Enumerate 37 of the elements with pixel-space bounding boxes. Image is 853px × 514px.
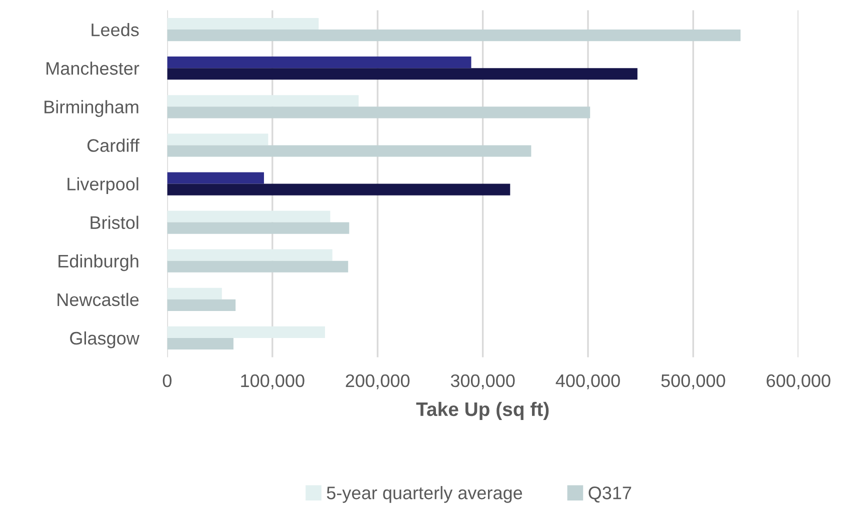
- bar: [167, 184, 510, 196]
- y-tick-label: Bristol: [90, 216, 138, 230]
- bar: [167, 106, 590, 118]
- x-tick-label: 200,000: [346, 374, 410, 390]
- bar: [167, 210, 330, 222]
- bar: [167, 68, 638, 80]
- y-tick-label: Edinburgh: [58, 254, 138, 272]
- y-tick-label: Manchester: [46, 62, 140, 75]
- legend-label: 5-year quarterly average: [326, 486, 522, 503]
- bar: [167, 260, 348, 272]
- x-tick-label: 0: [162, 374, 172, 388]
- y-tick-label: Cardiff: [87, 138, 140, 152]
- bar: [167, 30, 741, 42]
- x-tick-label: 300,000: [450, 374, 515, 390]
- bar: [167, 56, 472, 68]
- x-tick-label: 100,000: [241, 374, 304, 390]
- bar: [167, 288, 222, 300]
- bar: [167, 145, 532, 157]
- y-tick-label: Leeds: [92, 23, 139, 36]
- x-tick-label: 600,000: [766, 374, 830, 390]
- y-tick-label: Glasgow: [70, 331, 140, 348]
- bar: [167, 95, 359, 107]
- bar: [167, 299, 236, 311]
- x-tick-label: 400,000: [556, 374, 620, 390]
- bar: [167, 134, 268, 146]
- bar: [167, 172, 264, 184]
- y-tick-label: Liverpool: [68, 177, 138, 194]
- x-axis-title: Take Up (sq ft): [416, 402, 549, 420]
- bar: [167, 18, 319, 30]
- bar: [167, 249, 332, 261]
- y-tick-label: Birmingham: [44, 100, 138, 117]
- x-tick-label: 500,000: [661, 374, 726, 390]
- bar: [167, 338, 234, 350]
- bar: [167, 222, 350, 234]
- y-tick-label: Newcastle: [58, 292, 139, 306]
- bar: [167, 326, 325, 338]
- legend-label: Q317: [588, 486, 632, 503]
